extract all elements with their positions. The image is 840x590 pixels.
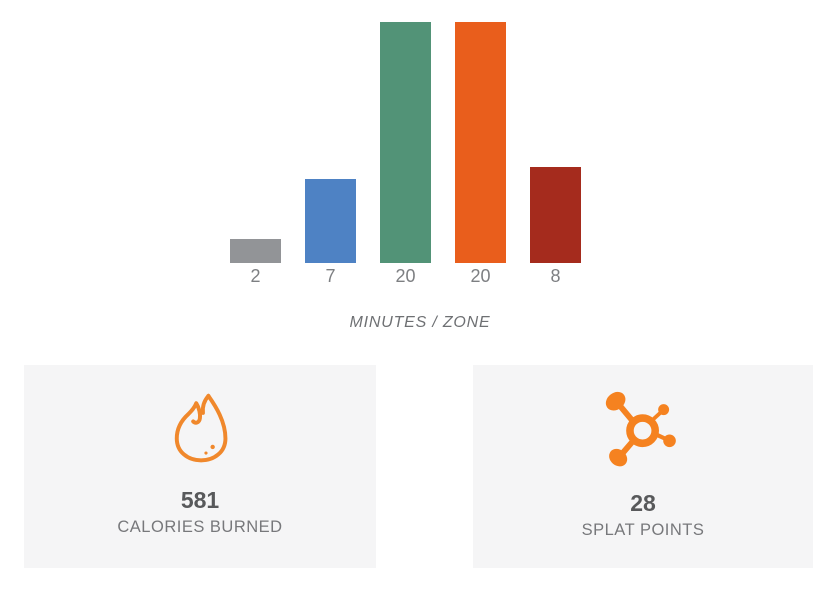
splat-icon (605, 391, 676, 467)
bar-track (530, 22, 581, 263)
bar-value-label: 8 (550, 266, 561, 286)
bar-value-label: 2 (250, 266, 261, 286)
bar-value-label: 20 (470, 266, 491, 286)
bar-track (305, 22, 356, 263)
bar-chart: 2 7 20 20 8 (230, 22, 581, 286)
chart-x-axis-label: MINUTES / ZONE (349, 314, 491, 331)
splat-points-card: 28 SPLAT POINTS (473, 365, 813, 568)
calories-value: 581 (180, 487, 220, 513)
zone-bar-orange (455, 22, 506, 263)
bar-track (230, 22, 281, 263)
bar-value-label: 7 (325, 266, 336, 286)
bar-group-orange: 20 (455, 22, 506, 286)
bar-value-label: 20 (395, 266, 416, 286)
bar-track (380, 22, 431, 263)
calories-burned-card: 581 CALORIES BURNED (24, 365, 376, 568)
zone-bar-gray (230, 239, 281, 263)
bar-group-gray: 2 (230, 22, 281, 286)
zone-bar-blue (305, 179, 356, 263)
bar-group-blue: 7 (305, 22, 356, 286)
bar-group-red: 8 (530, 22, 581, 286)
zone-bar-red (530, 167, 581, 263)
splat-points-label: SPLAT POINTS (581, 521, 705, 539)
calories-label: CALORIES BURNED (117, 518, 283, 536)
flame-icon (174, 393, 227, 463)
bar-track (455, 22, 506, 263)
zone-bar-green (380, 22, 431, 263)
bar-group-green: 20 (380, 22, 431, 286)
splat-points-value: 28 (630, 490, 656, 516)
